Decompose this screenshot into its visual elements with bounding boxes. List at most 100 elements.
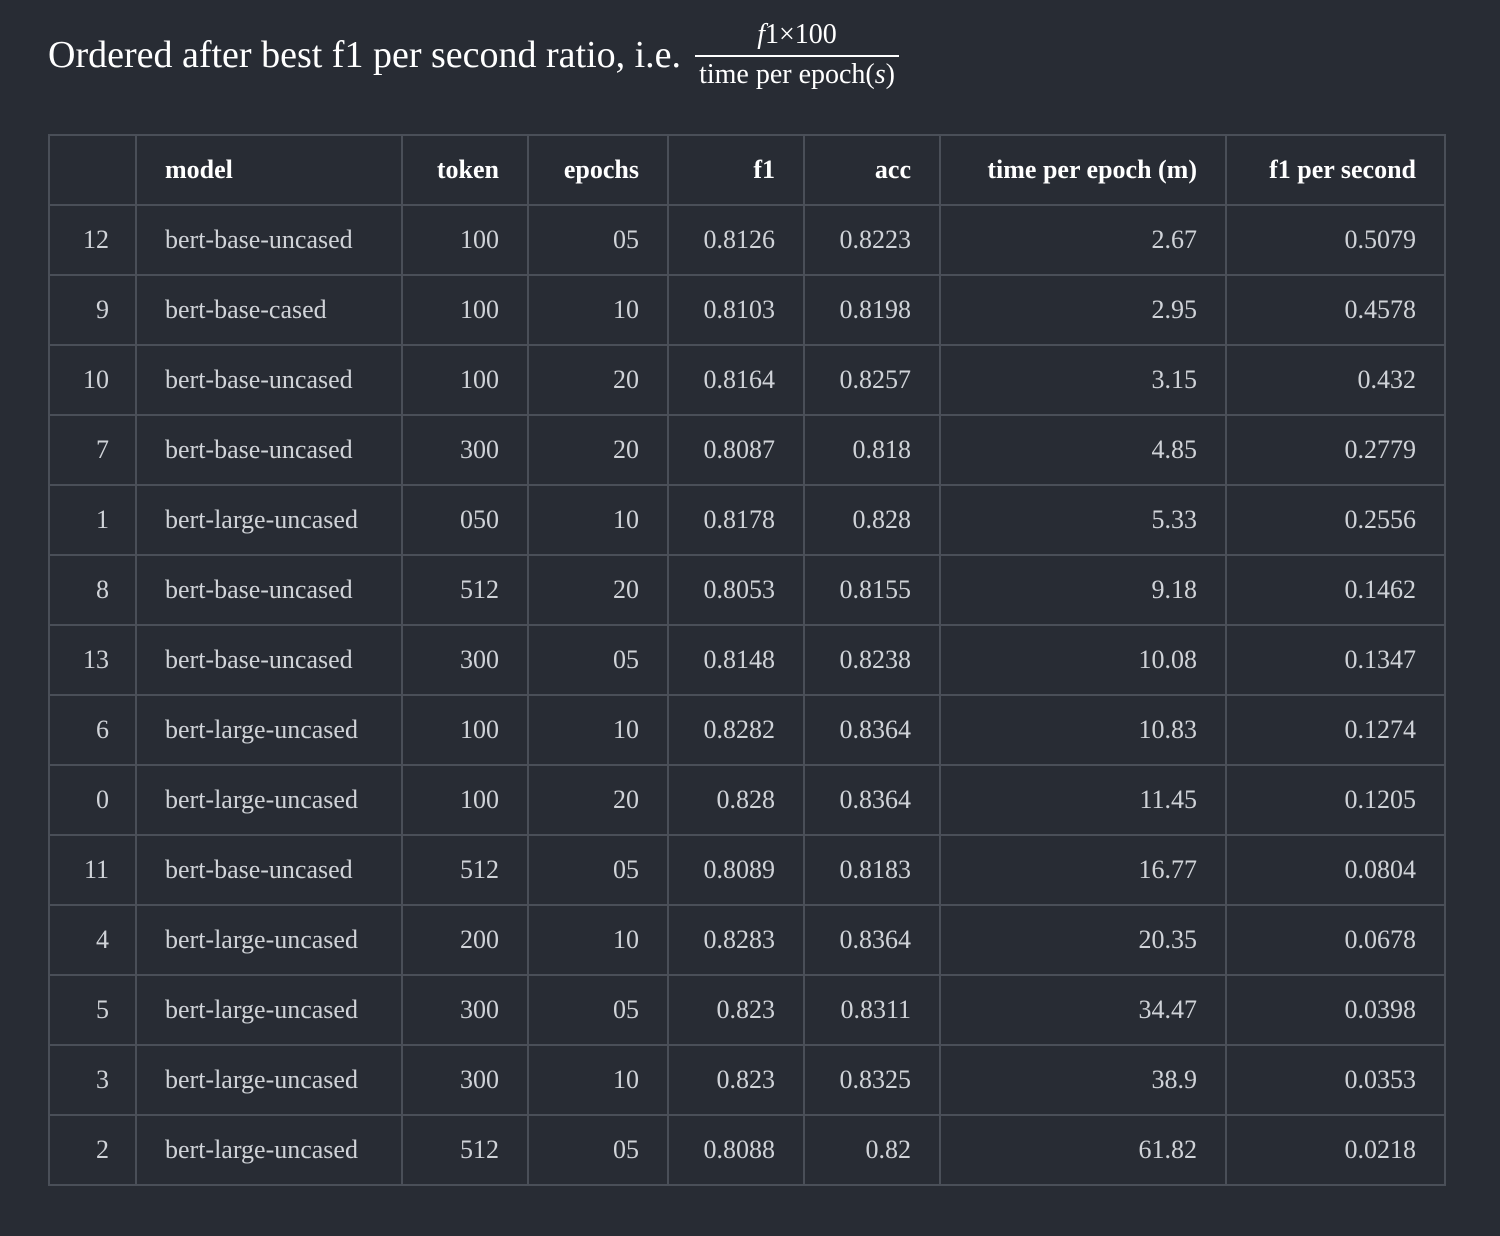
- cell-model: bert-large-uncased: [135, 1044, 403, 1116]
- table-row: 9 bert-base-cased 100 10 0.8103 0.8198 2…: [48, 274, 1446, 346]
- cell-f1-per-second: 0.1347: [1225, 624, 1446, 696]
- cell-token: 100: [401, 694, 529, 766]
- column-header-index: [48, 134, 137, 206]
- row-index: 13: [48, 624, 137, 696]
- cell-epochs: 05: [527, 974, 669, 1046]
- column-header-f1-per-second: f1 per second: [1225, 134, 1446, 206]
- cell-token: 512: [401, 554, 529, 626]
- cell-epochs: 20: [527, 414, 669, 486]
- cell-time-per-epoch: 2.95: [939, 274, 1227, 346]
- cell-model: bert-large-uncased: [135, 694, 403, 766]
- table-row: 0 bert-large-uncased 100 20 0.828 0.8364…: [48, 764, 1446, 836]
- header-row: model token epochs f1 acc time per epoch…: [48, 134, 1446, 206]
- cell-token: 100: [401, 344, 529, 416]
- row-index: 10: [48, 344, 137, 416]
- formula-numerator-rest: 1×100: [765, 18, 837, 50]
- formula-denominator-text: time per epoch(: [699, 58, 875, 90]
- row-index: 11: [48, 834, 137, 906]
- row-index: 0: [48, 764, 137, 836]
- formula-fraction-bar: [695, 54, 899, 57]
- cell-epochs: 20: [527, 344, 669, 416]
- formula-numerator: f1×100: [753, 18, 841, 53]
- cell-epochs: 05: [527, 204, 669, 276]
- heading-text: Ordered after best f1 per second ratio, …: [48, 34, 682, 76]
- cell-time-per-epoch: 34.47: [939, 974, 1227, 1046]
- cell-f1-per-second: 0.0398: [1225, 974, 1446, 1046]
- cell-f1: 0.8053: [667, 554, 805, 626]
- table-row: 6 bert-large-uncased 100 10 0.8282 0.836…: [48, 694, 1446, 766]
- cell-token: 512: [401, 1114, 529, 1186]
- cell-acc: 0.8238: [803, 624, 941, 696]
- row-index: 3: [48, 1044, 137, 1116]
- cell-token: 300: [401, 1044, 529, 1116]
- column-header-model: model: [135, 134, 403, 206]
- table-row: 3 bert-large-uncased 300 10 0.823 0.8325…: [48, 1044, 1446, 1116]
- cell-epochs: 10: [527, 484, 669, 556]
- formula-numerator-variable: f: [757, 18, 766, 50]
- cell-token: 512: [401, 834, 529, 906]
- cell-f1-per-second: 0.0804: [1225, 834, 1446, 906]
- table-row: 10 bert-base-uncased 100 20 0.8164 0.825…: [48, 344, 1446, 416]
- cell-epochs: 10: [527, 274, 669, 346]
- cell-acc: 0.82: [803, 1114, 941, 1186]
- cell-epochs: 10: [527, 904, 669, 976]
- cell-acc: 0.828: [803, 484, 941, 556]
- column-header-epochs: epochs: [527, 134, 669, 206]
- cell-f1-per-second: 0.0218: [1225, 1114, 1446, 1186]
- cell-f1: 0.8087: [667, 414, 805, 486]
- table-row: 5 bert-large-uncased 300 05 0.823 0.8311…: [48, 974, 1446, 1046]
- row-index: 7: [48, 414, 137, 486]
- cell-f1: 0.828: [667, 764, 805, 836]
- cell-time-per-epoch: 10.08: [939, 624, 1227, 696]
- cell-epochs: 20: [527, 554, 669, 626]
- cell-time-per-epoch: 5.33: [939, 484, 1227, 556]
- row-index: 4: [48, 904, 137, 976]
- cell-token: 100: [401, 764, 529, 836]
- table-row: 11 bert-base-uncased 512 05 0.8089 0.818…: [48, 834, 1446, 906]
- cell-f1-per-second: 0.1205: [1225, 764, 1446, 836]
- cell-acc: 0.8364: [803, 694, 941, 766]
- cell-time-per-epoch: 38.9: [939, 1044, 1227, 1116]
- cell-epochs: 05: [527, 624, 669, 696]
- cell-f1: 0.8283: [667, 904, 805, 976]
- table-row: 13 bert-base-uncased 300 05 0.8148 0.823…: [48, 624, 1446, 696]
- cell-f1: 0.823: [667, 1044, 805, 1116]
- cell-f1: 0.8103: [667, 274, 805, 346]
- cell-model: bert-base-uncased: [135, 834, 403, 906]
- cell-acc: 0.8223: [803, 204, 941, 276]
- cell-time-per-epoch: 20.35: [939, 904, 1227, 976]
- cell-acc: 0.8364: [803, 904, 941, 976]
- cell-time-per-epoch: 61.82: [939, 1114, 1227, 1186]
- cell-acc: 0.8183: [803, 834, 941, 906]
- cell-model: bert-base-uncased: [135, 344, 403, 416]
- cell-f1: 0.8089: [667, 834, 805, 906]
- cell-acc: 0.8198: [803, 274, 941, 346]
- cell-token: 100: [401, 204, 529, 276]
- cell-token: 300: [401, 414, 529, 486]
- cell-model: bert-base-cased: [135, 274, 403, 346]
- cell-model: bert-large-uncased: [135, 1114, 403, 1186]
- table-row: 2 bert-large-uncased 512 05 0.8088 0.82 …: [48, 1114, 1446, 1186]
- cell-time-per-epoch: 9.18: [939, 554, 1227, 626]
- row-index: 6: [48, 694, 137, 766]
- cell-f1-per-second: 0.1274: [1225, 694, 1446, 766]
- row-index: 9: [48, 274, 137, 346]
- table-row: 7 bert-base-uncased 300 20 0.8087 0.818 …: [48, 414, 1446, 486]
- cell-token: 300: [401, 974, 529, 1046]
- cell-f1: 0.8282: [667, 694, 805, 766]
- row-index: 12: [48, 204, 137, 276]
- cell-model: bert-base-uncased: [135, 204, 403, 276]
- cell-model: bert-base-uncased: [135, 414, 403, 486]
- column-header-time-per-epoch: time per epoch (m): [939, 134, 1227, 206]
- cell-f1: 0.8126: [667, 204, 805, 276]
- cell-time-per-epoch: 4.85: [939, 414, 1227, 486]
- cell-acc: 0.8257: [803, 344, 941, 416]
- row-index: 5: [48, 974, 137, 1046]
- cell-epochs: 10: [527, 694, 669, 766]
- cell-acc: 0.8325: [803, 1044, 941, 1116]
- cell-f1: 0.823: [667, 974, 805, 1046]
- cell-model: bert-large-uncased: [135, 974, 403, 1046]
- cell-f1-per-second: 0.0678: [1225, 904, 1446, 976]
- cell-model: bert-large-uncased: [135, 904, 403, 976]
- cell-time-per-epoch: 3.15: [939, 344, 1227, 416]
